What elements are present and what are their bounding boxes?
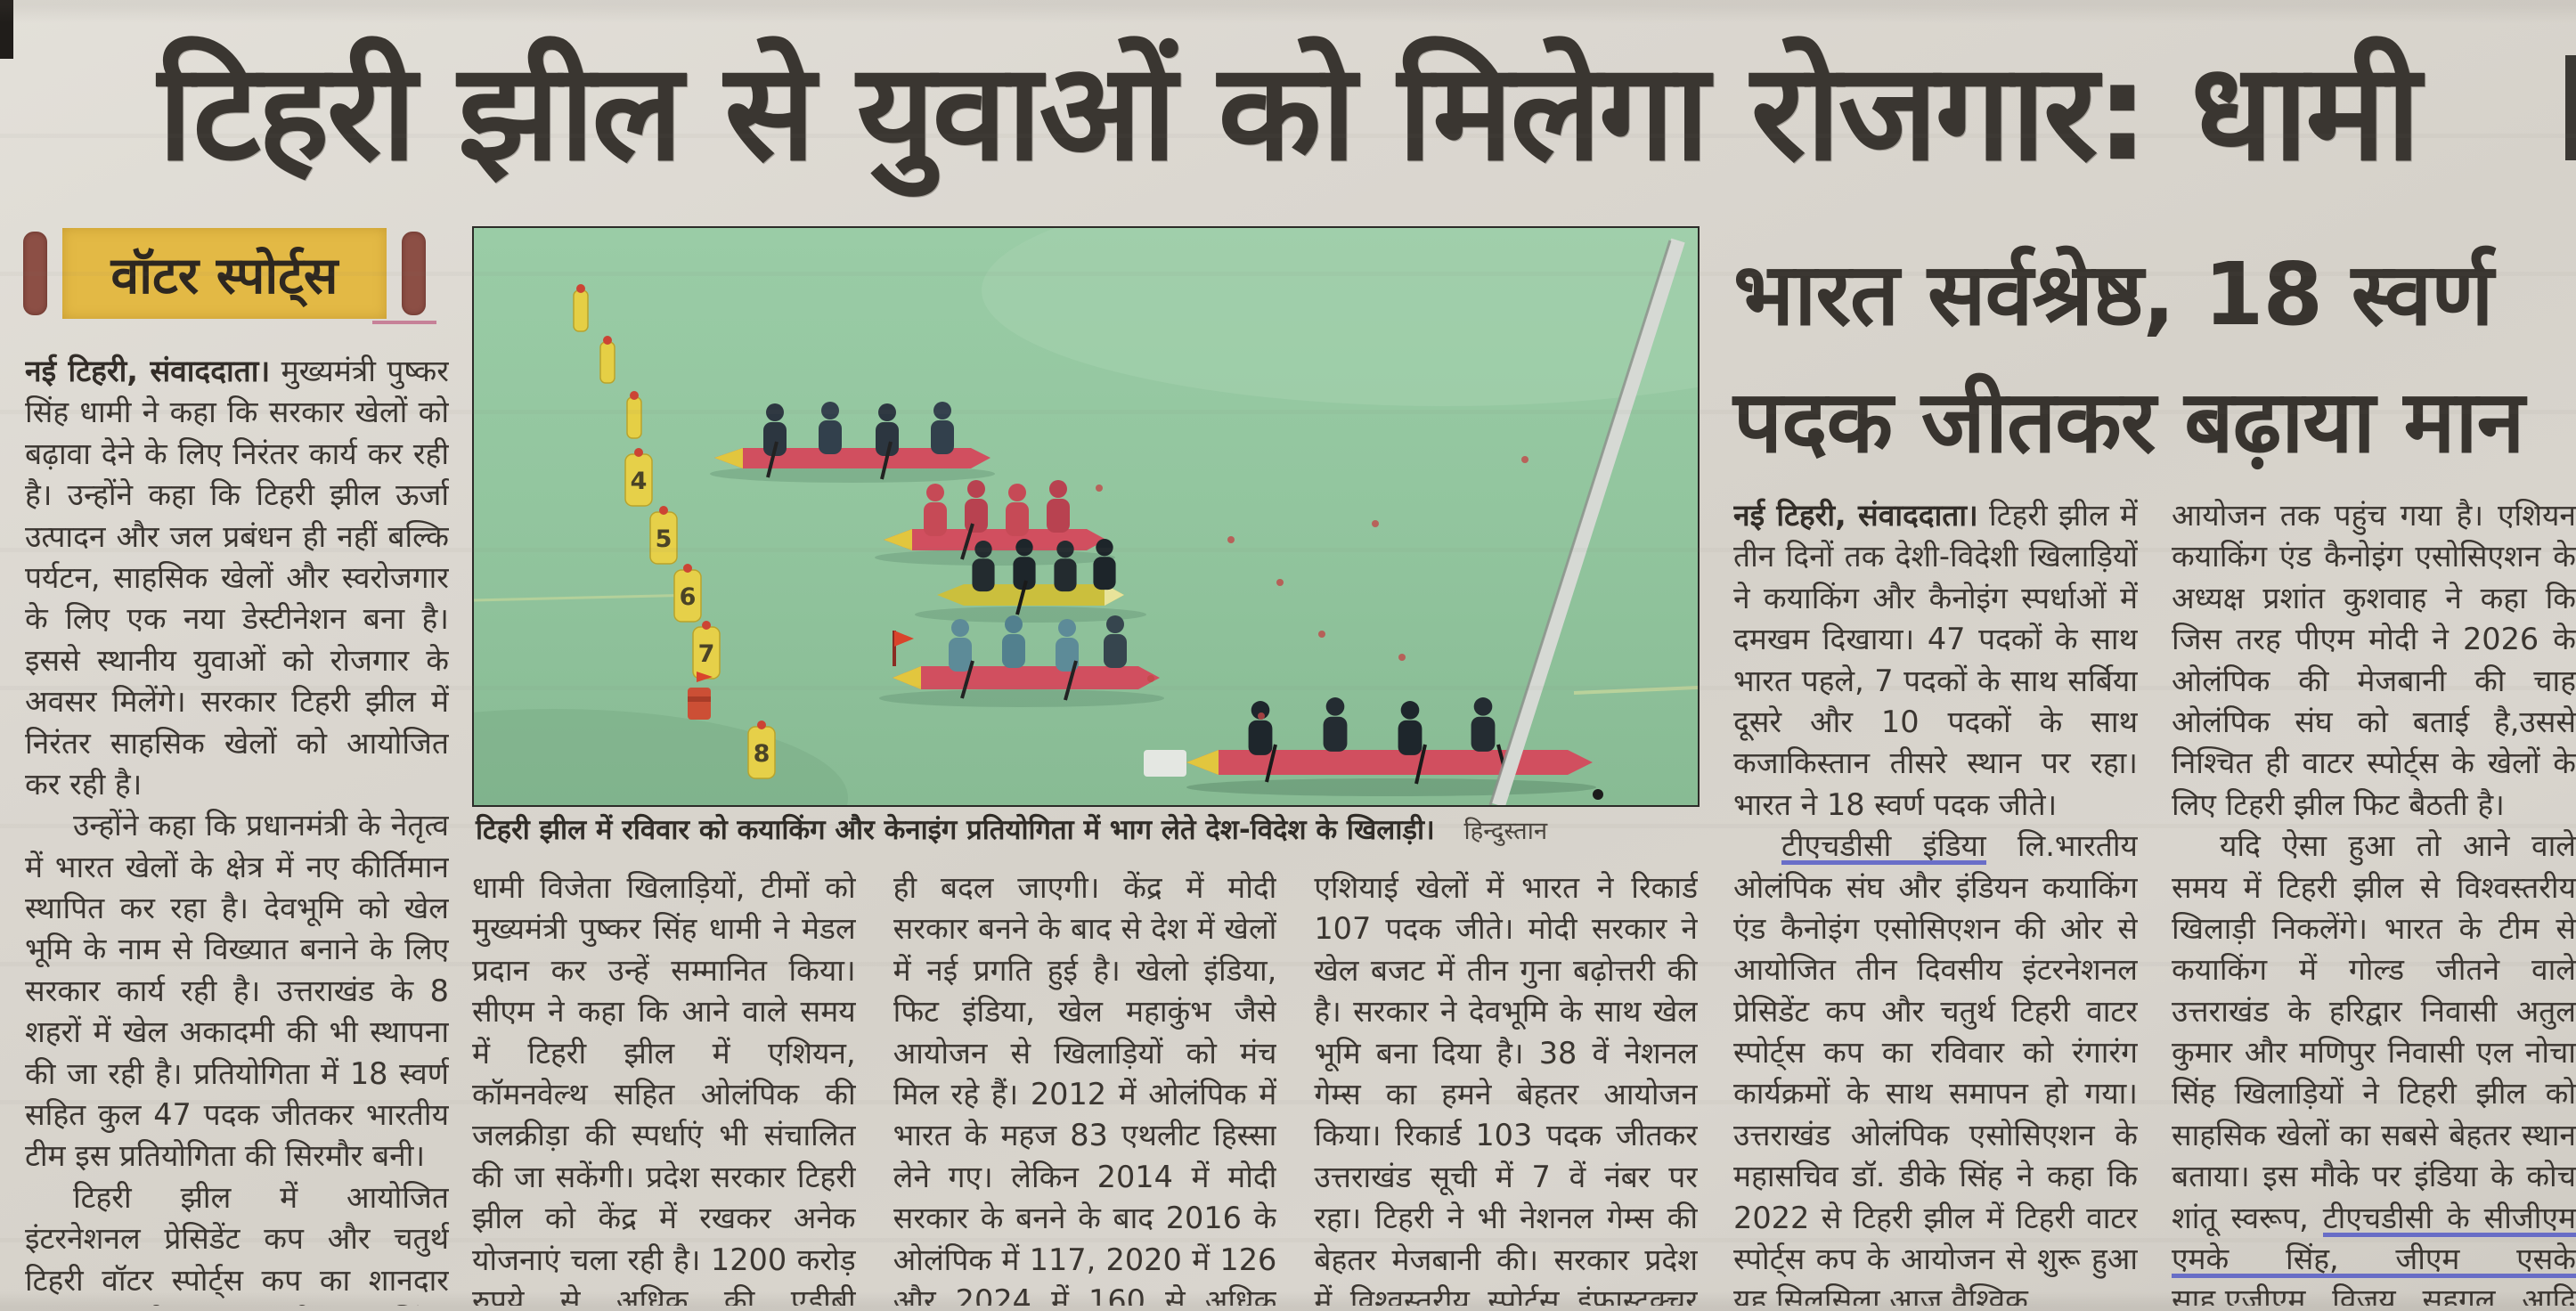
right-column-1: नई टिहरी, संवाददाता। टिहरी झील में तीन द… [1733, 495, 2138, 1306]
bottom-column-3-text: एशियाई खेलों में भारत ने रिकार्ड 107 पदक… [1314, 870, 1698, 1306]
buoy-numbers: 4 5 6 7 8 [631, 468, 770, 768]
right-column-1-paragraph-1-text: टिहरी झील में तीन दिनों तक देशी-विदेशी ख… [1733, 498, 2138, 822]
section-tag: वॉटर स्पोर्ट्स [23, 228, 436, 324]
lane-line [474, 593, 697, 602]
lane-line [1573, 686, 1698, 695]
buoy-number: 8 [754, 740, 770, 768]
right-column-1-paragraph-2-text: लि.भारतीय ओलंपिक संघ और इंडियन कयाकिंग ए… [1733, 828, 2138, 1306]
tag-end-bar-right [402, 232, 426, 315]
speck [1593, 789, 1603, 800]
left-paragraph-1-text: मुख्यमंत्री पुष्कर सिंह धामी ने कहा कि स… [25, 354, 449, 802]
buoy-top-flags [576, 284, 766, 729]
bottom-column-1-text: धामी विजेता खिलाड़ियों, टीमों को मुख्यमं… [472, 870, 856, 1306]
bottom-columns: धामी विजेता खिलाड़ियों, टीमों को मुख्यमं… [472, 867, 1698, 1306]
tag-box: वॉटर स्पोर्ट्स [62, 228, 387, 319]
dateline: नई टिहरी, संवाददाता। [1733, 498, 1978, 533]
caption-text: टिहरी झील में रविवार को कयाकिंग और केनाइ… [476, 814, 1435, 846]
right-column-1-paragraph-1: नई टिहरी, संवाददाता। टिहरी झील में तीन द… [1733, 495, 2138, 826]
main-headline: टिहरी झील से युवाओं को मिलेगा रोजगार: धा… [158, 34, 2420, 191]
left-paragraph-3: टिहरी झील में आयोजित इंटरनेशनल प्रेसिडें… [25, 1179, 449, 1306]
section-tag-label: वॉटर स्पोर्ट्स [110, 247, 338, 305]
canoe-boat [875, 480, 1115, 566]
right-column-2-paragraph-2: यदि ऐसा हुआ तो आने वाले समय में टिहरी झी… [2172, 826, 2576, 1306]
right-column-2-paragraph-2-text: यदि ऐसा हुआ तो आने वाले समय में टिहरी झी… [2172, 828, 2576, 1235]
buoy [599, 341, 615, 384]
pole [1491, 238, 1685, 805]
scan-artifact-right [2565, 55, 2576, 160]
sub-headline-line-2: पदक जीतकर बढ़ाया मान [1733, 370, 2524, 472]
news-photo-kayaking: 4 5 6 7 8 [472, 226, 1700, 807]
buoy [573, 289, 589, 332]
right-columns: नई टिहरी, संवाददाता। टिहरी झील में तीन द… [1733, 495, 2576, 1306]
buoy-number: 4 [631, 468, 648, 495]
buoy-number: 6 [680, 583, 697, 611]
bottom-column-2: ही बदल जाएगी। केंद्र में मोदी सरकार बनने… [893, 867, 1277, 1306]
canoe-boat [879, 615, 1164, 707]
photo-caption: टिहरी झील में रविवार को कयाकिंग और केनाइ… [476, 810, 1705, 848]
bottom-column-3: एशियाई खेलों में भारत ने रिकार्ड 107 पदक… [1314, 867, 1698, 1306]
dateline: नई टिहरी, संवाददाता। [25, 354, 271, 388]
tag-underline-mark [372, 321, 436, 324]
left-paragraph-2: उन्होंने कहा कि प्रधानमंत्री के नेतृत्व … [25, 808, 449, 1174]
buoy [626, 396, 642, 439]
bottom-column-1: धामी विजेता खिलाड़ियों, टीमों को मुख्यमं… [472, 867, 856, 1306]
pole-edge [1488, 240, 1672, 805]
water-glare [982, 228, 1698, 406]
buoy-number: 7 [698, 640, 715, 668]
buoy-number: 5 [656, 525, 673, 553]
scan-artifact-left [0, 0, 13, 59]
sub-headline: भारत सर्वश्रेष्ठ, 18 स्वर्ण पदक जीतकर बढ… [1733, 232, 2576, 485]
right-column-1-paragraph-2: टीएचडीसी इंडिया लि.भारतीय ओलंपिक संघ और … [1733, 826, 2138, 1306]
pen-underlined-text: टीएचडीसी इंडिया [1781, 828, 1986, 866]
course-markers [1096, 456, 1528, 720]
left-paragraph-1: नई टिहरी, संवाददाता। मुख्यमंत्री पुष्कर … [25, 351, 449, 805]
right-column-2-paragraph-1: आयोजन तक पहुंच गया है। एशियन कयाकिंग एंड… [2172, 498, 2576, 822]
sub-headline-line-1: भारत सर्वश्रेष्ठ, 18 स्वर्ण [1733, 244, 2494, 345]
lake-scene: 4 5 6 7 8 [474, 228, 1698, 805]
canoe-boat [915, 538, 1146, 623]
bottom-column-2-text: ही बदल जाएगी। केंद्र में मोदी सरकार बनने… [893, 870, 1277, 1306]
right-column-2: आयोजन तक पहुंच गया है। एशियन कयाकिंग एंड… [2172, 495, 2576, 1306]
left-column: नई टिहरी, संवाददाता। मुख्यमंत्री पुष्कर … [25, 351, 449, 1306]
canoe-boat [710, 402, 995, 483]
caption-credit: हिन्दुस्तान [1463, 817, 1548, 845]
tag-end-bar-left [23, 232, 47, 315]
red-marker-buoy [688, 672, 713, 720]
